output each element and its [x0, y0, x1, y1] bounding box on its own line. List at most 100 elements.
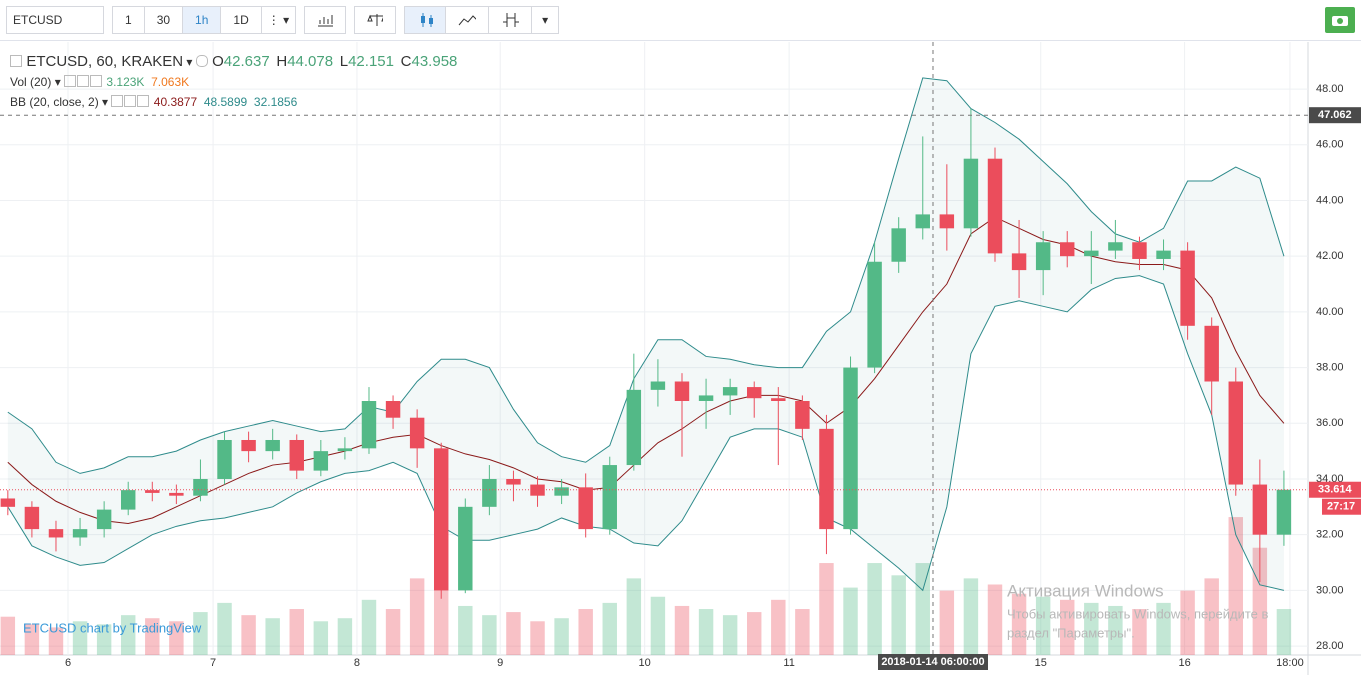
- candle-body: [1035, 242, 1051, 271]
- candle-body: [1108, 242, 1123, 251]
- vol-value: 3.123K: [106, 75, 145, 89]
- bb-upper: [7, 77, 1285, 474]
- candle-body: [217, 439, 232, 479]
- volume-bar: [1132, 609, 1147, 655]
- candle-body: [1132, 242, 1147, 259]
- y-tick-label: 42.00: [1316, 250, 1344, 262]
- x-tick-label: 10: [639, 657, 651, 669]
- volume-bar: [1011, 593, 1027, 655]
- candle-body: [578, 487, 593, 530]
- ohlc-value: 42.151: [348, 53, 394, 70]
- volume-bar: [0, 616, 16, 655]
- bb-value: 48.5899: [203, 95, 248, 109]
- ohlc-value: 44.078: [287, 53, 334, 70]
- symbol-input[interactable]: ETCUSD: [6, 6, 104, 34]
- volume-bar: [698, 609, 714, 655]
- snapshot-button[interactable]: [1325, 7, 1355, 33]
- candle-body: [48, 529, 64, 538]
- candle-body: [722, 387, 738, 396]
- candle-body: [1084, 250, 1099, 257]
- candle-body: [458, 506, 473, 591]
- volume-bar: [409, 578, 425, 655]
- volume-bar: [1108, 605, 1123, 655]
- x-tick-label: 16: [1178, 657, 1190, 669]
- interval-button[interactable]: 30: [143, 6, 184, 34]
- y-tick-label: 40.00: [1316, 306, 1344, 318]
- icon: [421, 13, 434, 27]
- x-tick-label: 11: [783, 657, 794, 669]
- more-button[interactable]: ▾: [531, 6, 560, 34]
- volume-bar: [193, 612, 208, 655]
- candle-body: [482, 478, 497, 507]
- candle-body: [145, 490, 160, 493]
- candle-body: [193, 478, 208, 496]
- legend-bb: BB (20, close, 2) ▾ 40.3877 48.5899 32.1…: [10, 95, 298, 109]
- more-intervals[interactable]: ⋮ ▾: [260, 6, 297, 34]
- y-tick-label: 46.00: [1316, 139, 1344, 151]
- legend-main: ETCUSD, 60, KRAKEN ▾ O42.637 H44.078 L42…: [10, 52, 457, 72]
- volume-bar: [265, 618, 280, 655]
- candle-body: [674, 381, 690, 401]
- volume-bar: [482, 615, 497, 655]
- ohlc-value: 43.958: [411, 53, 458, 70]
- ohlc-key: O: [212, 53, 224, 70]
- x-tick-label: 6: [65, 657, 71, 669]
- volume-bar: [96, 624, 112, 655]
- volume-bar: [819, 563, 834, 655]
- volume-bar: [602, 602, 617, 655]
- candle-body: [819, 428, 834, 530]
- volume-bar: [1060, 599, 1075, 655]
- candle-body: [120, 490, 136, 510]
- crosshair-time: 2018-01-14 06:00:00: [881, 656, 984, 668]
- icon: [503, 13, 520, 27]
- candle-body: [1180, 250, 1195, 326]
- ohlc-key: H: [276, 53, 288, 70]
- volume-bar: [120, 615, 136, 655]
- candle-body: [746, 387, 762, 399]
- volume-bar: [217, 602, 232, 655]
- icon: [1332, 16, 1348, 26]
- y-tick-label: 38.00: [1316, 361, 1344, 373]
- interval-button[interactable]: 1: [112, 6, 145, 34]
- volume-bar: [289, 609, 304, 655]
- candles-button[interactable]: [404, 6, 447, 34]
- os-notice-line: раздел "Параметры".: [1007, 625, 1135, 640]
- interval-button[interactable]: 1D: [220, 6, 262, 34]
- replay-button[interactable]: [488, 6, 533, 34]
- candle-body: [337, 448, 353, 452]
- volume-bar: [145, 618, 160, 655]
- plot-bg: [0, 42, 1308, 655]
- legend: ETCUSD, 60, KRAKEN ▾ O42.637 H44.078 L42…: [10, 52, 457, 112]
- crosshair-price: 47.062: [1318, 109, 1352, 121]
- candle-body: [987, 158, 1003, 254]
- candle-body: [1204, 325, 1219, 382]
- candle-body: [1228, 381, 1243, 485]
- volume-bar: [674, 605, 690, 655]
- os-notice-line: Чтобы активировать Windows, перейдите в: [1007, 606, 1269, 621]
- compare-button[interactable]: [354, 6, 397, 34]
- candle-body: [626, 389, 642, 466]
- candle-body: [1252, 484, 1268, 535]
- volume-bar: [1156, 602, 1171, 655]
- indicators-button[interactable]: [304, 6, 347, 34]
- volume-bar: [650, 596, 666, 655]
- candle-body: [602, 465, 617, 530]
- candle-body: [385, 400, 401, 418]
- volume-bar: [1204, 578, 1219, 655]
- area-button[interactable]: [445, 6, 490, 34]
- volume-bar: [313, 621, 329, 655]
- candle-body: [698, 395, 714, 401]
- candle-body: [506, 478, 521, 485]
- bb-value: 40.3877: [153, 95, 198, 109]
- x-tick-label: 9: [497, 657, 503, 669]
- volume-bar: [554, 618, 569, 655]
- candle-body: [1011, 253, 1027, 271]
- countdown-bg: [1322, 498, 1361, 515]
- volume-bar: [169, 621, 184, 655]
- candle-body: [843, 367, 858, 530]
- y-tick-label: 32.00: [1316, 529, 1344, 541]
- interval-button[interactable]: 1h: [182, 6, 222, 34]
- y-tick-label: 30.00: [1316, 584, 1344, 596]
